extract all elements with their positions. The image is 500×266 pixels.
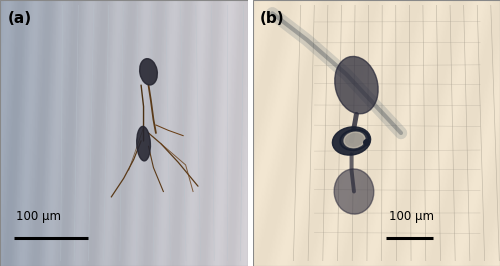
Ellipse shape — [334, 56, 378, 114]
Ellipse shape — [136, 126, 150, 161]
Ellipse shape — [344, 132, 365, 148]
Text: (a): (a) — [8, 11, 32, 26]
Ellipse shape — [332, 127, 370, 155]
Text: 100 μm: 100 μm — [388, 210, 434, 223]
Ellipse shape — [334, 169, 374, 214]
Text: 100 μm: 100 μm — [16, 210, 61, 223]
Ellipse shape — [140, 59, 158, 85]
Text: (b): (b) — [260, 11, 284, 26]
